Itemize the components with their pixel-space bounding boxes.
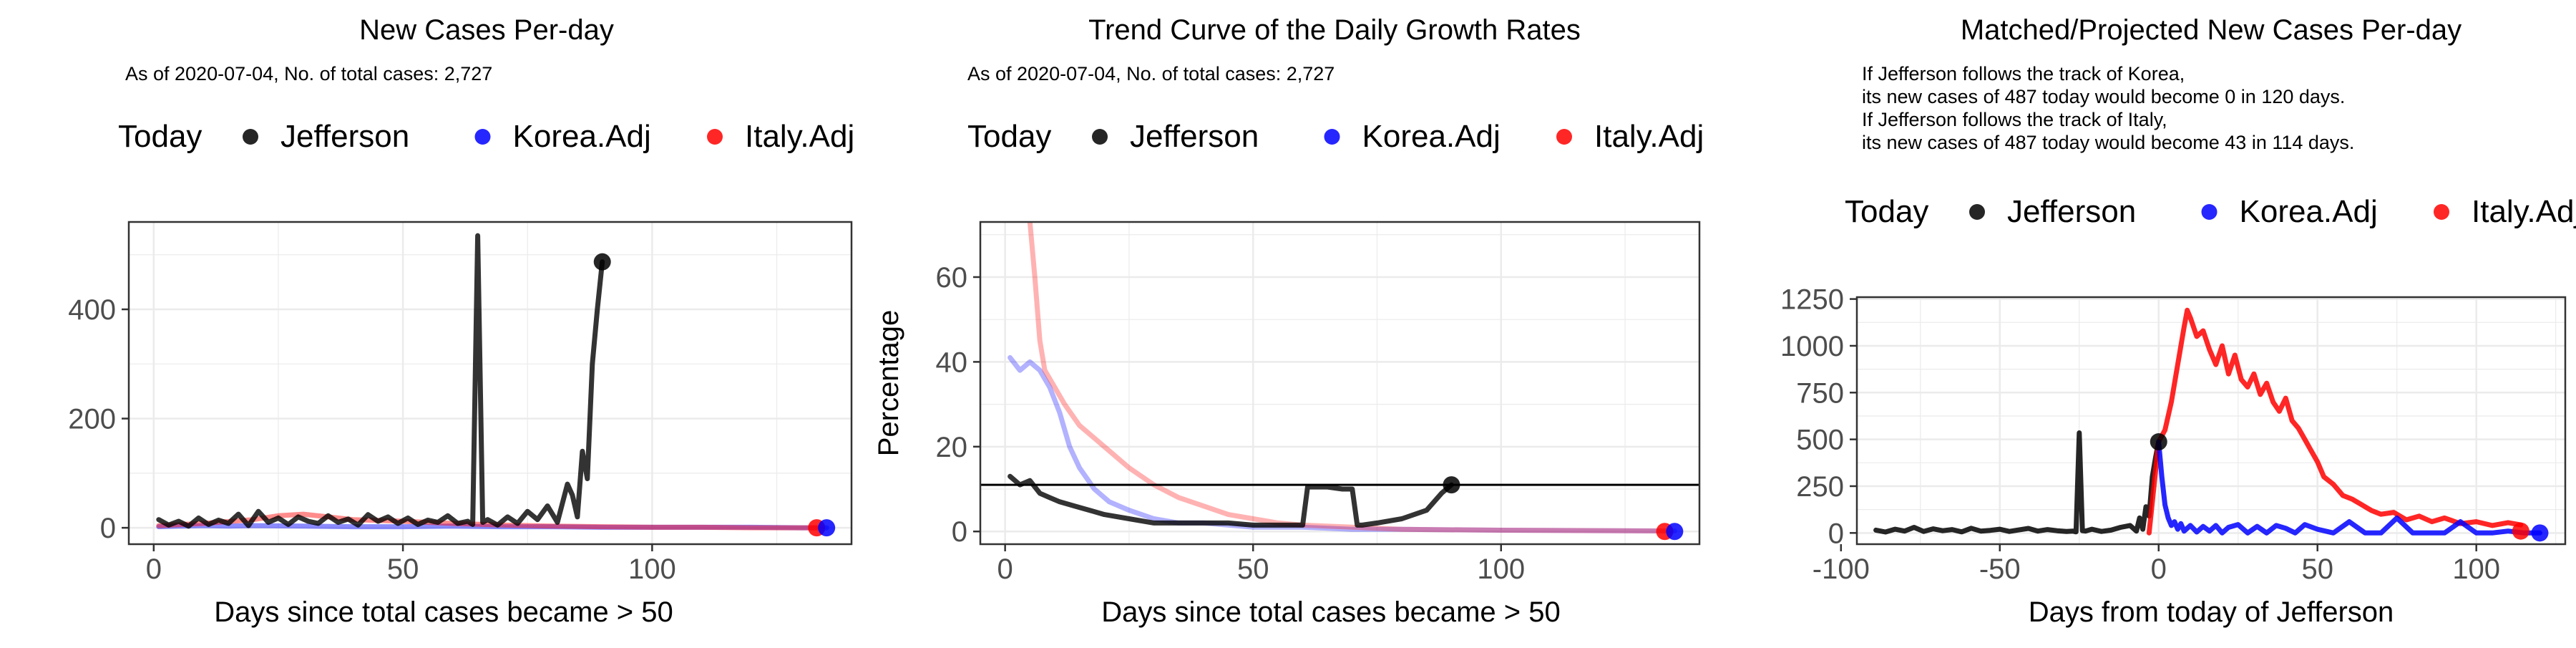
legend-key-korea-adj [2201,204,2218,220]
x-tick-label: 50 [2301,553,2333,585]
chart-panel-3: Matched/Projected New Cases Per-day If Je… [1780,14,2576,628]
x-tick-label: 100 [1477,553,1525,585]
legend-key-italy-adj [1556,129,1572,145]
x-axis-title: Days since total cases became > 50 [214,596,673,628]
legend-label: Italy.Adj [1594,119,1704,154]
legend: Today Jefferson Korea.Adj Italy.Adj [118,119,854,154]
y-tick-label: 60 [936,262,968,294]
y-axis-title: Percentage [873,310,904,457]
legend-label: Korea.Adj [513,119,651,154]
subtitle-line: As of 2020-07-04, No. of total cases: 2,… [967,63,1335,84]
legend-label: Italy.Adj [2472,194,2576,229]
series-line-italy-adj [156,511,819,531]
today-point-korea-adj [1666,523,1684,541]
chart-panel-1: New Cases Per-day As of 2020-07-04, No. o… [68,14,854,628]
legend-key-italy-adj [707,129,723,145]
y-tick-label: 0 [100,513,116,544]
legend-label: Korea.Adj [1362,119,1501,154]
y-tick-label: 400 [68,294,116,326]
x-tick-label: 0 [997,553,1013,585]
x-tick-label: -100 [1813,553,1870,585]
x-axis-title: Days from today of Jefferson [2029,596,2394,628]
y-tick-label: 0 [1828,518,1844,549]
x-axis-title: Days since total cases became > 50 [1101,596,1560,628]
legend-key-korea-adj [1324,129,1340,145]
plot-border [127,221,853,546]
today-point-jefferson [1443,476,1460,494]
legend-key-jefferson [243,129,258,145]
y-tick-label: 250 [1796,471,1844,503]
plot-marks [980,222,1699,541]
gridlines [1857,297,2565,544]
legend-title: Today [118,119,202,154]
plot-area [129,222,852,544]
legend-key-jefferson [1092,129,1108,145]
legend-key-italy-adj [2434,204,2449,220]
legend-label: Jefferson [280,119,409,154]
plot-marks [156,233,836,537]
y-tick-label: 20 [936,432,968,463]
today-point-jefferson [593,253,611,271]
x-tick-label: 50 [1237,553,1269,585]
x-tick-label: 100 [2452,553,2500,585]
chart-title: New Cases Per-day [359,14,614,46]
plot-border [1855,296,2567,546]
chart-title: Matched/Projected New Cases Per-day [1961,14,2462,46]
legend-title: Today [967,119,1051,154]
series-line-jefferson [156,233,605,529]
y-tick-label: 200 [68,404,116,435]
series-line-korea-adj [2156,439,2542,536]
gridlines [129,222,852,544]
legend-key-jefferson [1969,204,1985,220]
subtitle-line: its new cases of 487 today would become … [1862,132,2354,153]
plot-border [979,221,1701,546]
subtitle-line: its new cases of 487 today would become … [1862,86,2345,107]
y-tick-label: 0 [952,516,967,548]
series-line-korea-adj [1008,355,1677,534]
subtitle-line: If Jefferson follows the track of Korea, [1862,63,2185,84]
legend-label: Jefferson [2007,194,2136,229]
y-tick-label: 1250 [1780,284,1844,316]
chart-subtitle: If Jefferson follows the track of Korea,… [1862,63,2354,153]
plot-marks [1873,307,2549,542]
plot-area [980,222,1699,544]
subtitle-line: If Jefferson follows the track of Italy, [1862,109,2167,130]
series-line-italy-adj [2146,307,2524,536]
series-line-jefferson [1008,473,1454,528]
y-tick-label: 1000 [1780,331,1844,362]
legend-label: Italy.Adj [745,119,854,154]
legend-title: Today [1845,194,1928,229]
legend: Today Jefferson Korea.Adj Italy.Adj [967,119,1704,154]
x-tick-label: 0 [2151,553,2167,585]
subtitle-line: As of 2020-07-04, No. of total cases: 2,… [125,63,492,84]
y-tick-label: 40 [936,347,968,378]
series-line-italy-adj [1027,222,1667,534]
x-tick-label: 50 [387,553,419,585]
today-point-korea-adj [818,519,836,537]
x-tick-label: 0 [146,553,162,585]
legend-key-korea-adj [474,129,491,145]
today-point-jefferson [2150,433,2167,451]
today-point-italy-adj [2512,522,2529,540]
x-tick-label: 100 [628,553,676,585]
legend-label: Jefferson [1130,119,1259,154]
plot-area [1857,297,2565,544]
y-tick-label: 750 [1796,377,1844,409]
y-tick-label: 500 [1796,425,1844,456]
series-line-korea-adj [156,523,829,531]
series-line-jefferson [1873,430,2162,535]
chart-subtitle: As of 2020-07-04, No. of total cases: 2,… [125,63,492,84]
x-tick-label: -50 [1979,553,2021,585]
chart-panel-2: Trend Curve of the Daily Growth Rates As … [873,14,1704,628]
chart-title: Trend Curve of the Daily Growth Rates [1088,14,1581,46]
today-point-korea-adj [2531,524,2549,542]
legend: Today Jefferson Korea.Adj Italy.Adj [1845,194,2576,229]
chart-subtitle: As of 2020-07-04, No. of total cases: 2,… [967,63,1335,84]
legend-label: Korea.Adj [2240,194,2378,229]
